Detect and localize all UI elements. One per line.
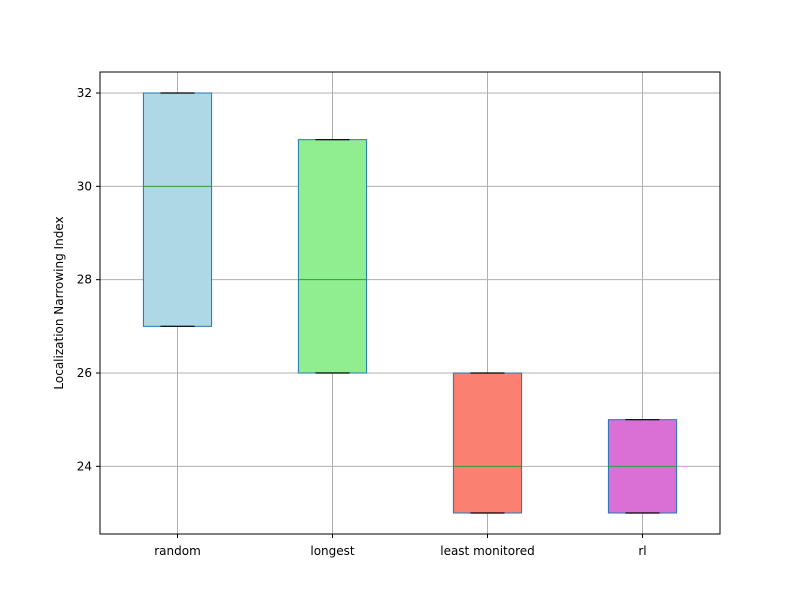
- y-tick-label: 30: [77, 179, 92, 193]
- box-body: [297, 139, 368, 374]
- box-body: [452, 372, 523, 514]
- y-tick-label: 24: [77, 459, 92, 473]
- x-tick-label: random: [154, 544, 201, 558]
- x-tick-label: longest: [310, 544, 355, 558]
- boxes: [142, 92, 678, 514]
- box-random: [142, 92, 213, 327]
- plot-frame: [99, 71, 721, 535]
- y-tick-label: 32: [77, 86, 92, 100]
- x-tick-label: rl: [638, 544, 646, 558]
- x-tick-label: least monitored: [440, 544, 535, 558]
- box-longest: [297, 139, 368, 374]
- y-tick-label: 28: [77, 273, 92, 287]
- box-rl: [607, 419, 678, 514]
- y-axis-label: Localization Narrowing Index: [52, 216, 66, 389]
- box-least-monitored: [452, 372, 523, 514]
- axis-ticks: 24 26 28 30 32 random longest least monitored rl: [77, 86, 647, 558]
- y-tick-label: 26: [77, 366, 92, 380]
- box-body: [142, 92, 213, 327]
